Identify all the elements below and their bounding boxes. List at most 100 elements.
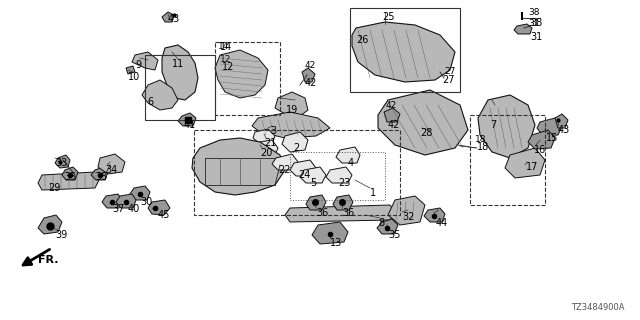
Text: 32: 32 [402, 212, 414, 222]
Text: 28: 28 [420, 128, 433, 138]
Text: 11: 11 [172, 59, 184, 69]
Text: 6: 6 [147, 97, 153, 107]
Polygon shape [537, 118, 562, 136]
Text: 33: 33 [55, 158, 67, 168]
Polygon shape [300, 167, 326, 183]
Text: 22: 22 [278, 165, 291, 175]
Text: 29: 29 [48, 183, 60, 193]
Polygon shape [253, 129, 275, 144]
Text: 36: 36 [316, 208, 328, 218]
Polygon shape [275, 92, 308, 116]
Polygon shape [528, 130, 555, 149]
Polygon shape [424, 208, 445, 222]
Polygon shape [505, 148, 545, 178]
Polygon shape [378, 90, 468, 155]
Text: 42: 42 [305, 61, 316, 70]
Text: 13: 13 [330, 238, 342, 248]
Text: 37: 37 [112, 204, 124, 214]
Polygon shape [55, 155, 70, 168]
Text: 10: 10 [128, 72, 140, 82]
Polygon shape [148, 200, 170, 215]
Text: 35: 35 [95, 172, 108, 182]
Text: 20: 20 [260, 148, 273, 158]
Polygon shape [478, 95, 535, 158]
Polygon shape [352, 22, 455, 82]
Text: 40: 40 [128, 204, 140, 214]
Text: 42: 42 [305, 78, 317, 88]
Text: 18: 18 [475, 135, 486, 144]
Polygon shape [215, 50, 268, 98]
Text: 14: 14 [218, 42, 229, 51]
Polygon shape [98, 154, 125, 174]
Polygon shape [514, 24, 532, 34]
Text: 14: 14 [220, 42, 232, 52]
Polygon shape [252, 140, 278, 155]
Polygon shape [306, 195, 326, 210]
Text: TZ3484900A: TZ3484900A [572, 303, 625, 312]
Text: 15: 15 [546, 133, 558, 143]
Polygon shape [132, 52, 158, 70]
Text: 5: 5 [310, 178, 316, 188]
Text: 30: 30 [140, 197, 152, 207]
Polygon shape [62, 167, 78, 180]
Text: 38: 38 [530, 18, 542, 28]
Text: 36: 36 [342, 208, 355, 218]
Polygon shape [116, 194, 136, 208]
Text: 35: 35 [388, 230, 401, 240]
Text: 27: 27 [442, 75, 454, 85]
Polygon shape [384, 108, 400, 122]
Text: 26: 26 [356, 35, 369, 45]
Polygon shape [38, 215, 62, 234]
Text: 31: 31 [528, 19, 540, 28]
Text: 31: 31 [530, 32, 542, 42]
Text: 42: 42 [388, 120, 401, 130]
Text: 24: 24 [298, 170, 310, 180]
Text: 3: 3 [270, 126, 276, 136]
Text: 7: 7 [490, 120, 496, 130]
Text: 12: 12 [220, 55, 232, 64]
Polygon shape [192, 138, 285, 195]
Text: 34: 34 [105, 165, 117, 175]
Bar [290, 152, 385, 200]
Text: 23: 23 [338, 178, 350, 188]
Polygon shape [252, 112, 330, 138]
Text: 18: 18 [477, 142, 489, 152]
Text: 9: 9 [135, 60, 141, 70]
Polygon shape [336, 147, 360, 163]
Text: 1: 1 [370, 188, 376, 198]
Polygon shape [142, 80, 178, 110]
Polygon shape [388, 196, 425, 225]
Text: 2: 2 [293, 143, 300, 153]
Text: 45: 45 [158, 210, 170, 220]
Polygon shape [38, 172, 100, 190]
Text: 17: 17 [526, 162, 538, 172]
Polygon shape [326, 167, 352, 183]
Polygon shape [285, 205, 395, 222]
Text: 41: 41 [184, 120, 196, 130]
Bar [194, 130, 400, 215]
Bar [145, 55, 215, 120]
Text: 19: 19 [286, 105, 298, 115]
Text: 42: 42 [386, 101, 397, 110]
Polygon shape [555, 114, 568, 128]
Polygon shape [178, 113, 196, 126]
Text: 25: 25 [382, 12, 394, 22]
Polygon shape [302, 68, 315, 82]
Polygon shape [272, 154, 298, 170]
Polygon shape [290, 160, 316, 176]
Text: 21: 21 [264, 138, 276, 148]
Polygon shape [282, 132, 308, 152]
Text: FR.: FR. [38, 255, 58, 265]
Polygon shape [377, 219, 398, 234]
Text: 38: 38 [528, 8, 540, 17]
Polygon shape [333, 195, 353, 210]
Bar [215, 42, 280, 115]
Text: 4: 4 [348, 158, 354, 168]
Polygon shape [91, 167, 108, 180]
Text: 27: 27 [444, 67, 456, 76]
Polygon shape [162, 45, 198, 100]
Text: 44: 44 [436, 218, 448, 228]
Text: 35: 35 [64, 172, 76, 182]
Text: 8: 8 [378, 218, 384, 228]
Bar [350, 8, 460, 92]
